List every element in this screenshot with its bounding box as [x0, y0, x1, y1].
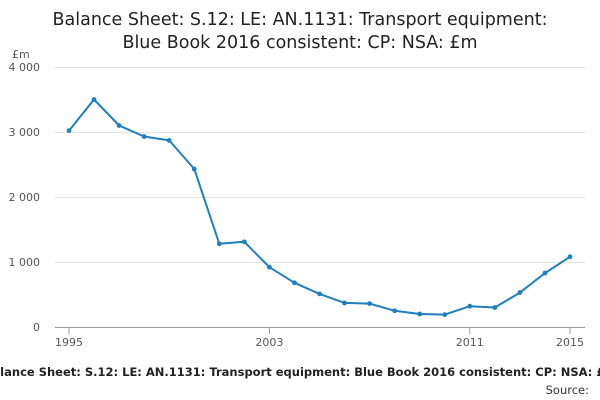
- data-point[interactable]: [542, 270, 548, 276]
- y-tick-label: 0: [33, 321, 40, 334]
- y-tick-label: 4 000: [9, 61, 41, 74]
- y-tick-label: 2 000: [9, 191, 41, 204]
- data-point[interactable]: [141, 134, 147, 139]
- y-axis-unit-label: £m: [12, 48, 30, 61]
- x-tick-label: 2015: [556, 336, 584, 349]
- data-point[interactable]: [492, 305, 498, 310]
- data-point[interactable]: [216, 241, 222, 247]
- data-point[interactable]: [392, 308, 398, 314]
- x-tick-label: 2003: [255, 336, 283, 349]
- data-point[interactable]: [91, 97, 97, 102]
- source-label: Source:: [546, 383, 589, 397]
- chart-title-line-2: Blue Book 2016 consistent: CP: NSA: £m: [122, 33, 477, 53]
- data-point[interactable]: [417, 311, 423, 317]
- y-tick-label: 3 000: [9, 126, 41, 139]
- chart-title-line-1: Balance Sheet: S.12: LE: AN.1131: Transp…: [53, 10, 548, 30]
- x-tick-label: 1995: [55, 336, 83, 349]
- x-tick-label: 2011: [456, 336, 484, 349]
- data-point[interactable]: [367, 301, 372, 306]
- y-tick-label: 1 000: [9, 256, 41, 269]
- series-line: [68, 98, 571, 316]
- data-point[interactable]: [292, 280, 297, 286]
- data-point[interactable]: [342, 300, 347, 306]
- data-point[interactable]: [467, 303, 473, 309]
- data-point[interactable]: [166, 138, 172, 143]
- data-point[interactable]: [567, 254, 573, 260]
- data-point[interactable]: [517, 290, 523, 295]
- data-point[interactable]: [191, 166, 197, 172]
- series-layer: [66, 97, 573, 318]
- gridlines: [55, 67, 585, 263]
- y-axis-ticks: 0 1 000 2 000 3 000 4 000: [9, 61, 41, 334]
- data-point[interactable]: [317, 291, 322, 297]
- data-point[interactable]: [442, 312, 448, 318]
- data-point[interactable]: [267, 264, 272, 270]
- footer-title: Balance Sheet: S.12: LE: AN.1131: Transp…: [0, 365, 600, 379]
- x-axis-ticks: 1995 2003 2011 2015: [55, 328, 584, 349]
- data-point[interactable]: [116, 123, 122, 128]
- data-point[interactable]: [241, 239, 247, 245]
- data-point[interactable]: [66, 128, 72, 134]
